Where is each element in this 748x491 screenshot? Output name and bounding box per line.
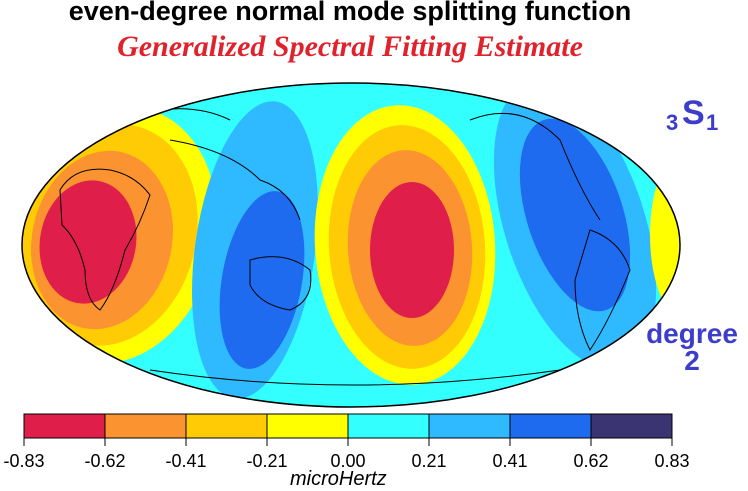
contour-americas-core: [519, 118, 631, 312]
colorbar-tick-label: 0.00: [330, 451, 366, 471]
colorbar-tick-label: 0.62: [573, 451, 609, 471]
map-subtitle: Generalized Spectral Fitting Estimate: [117, 30, 583, 63]
coastline-asia: [169, 139, 301, 221]
colorbar-ticks: [23, 438, 673, 446]
coastlines: [59, 108, 631, 386]
mode-label: 3 S 1: [666, 94, 746, 136]
map-contours: [22, 83, 680, 407]
colorbar-tick-label: -0.83: [3, 451, 45, 471]
colorbar-tick-label: -0.41: [165, 451, 207, 471]
mode-degree-index: 1: [706, 110, 719, 135]
mode-overtone: 3: [666, 110, 679, 135]
colorbar-tick-label: 0.41: [492, 451, 528, 471]
colorbar-tick-label: 0.21: [411, 451, 447, 471]
splitting-function-map: [21, 82, 681, 408]
colorbar-tick-label: 0.83: [654, 451, 690, 471]
mode-letter: S: [682, 94, 705, 132]
colorbar-cell: [347, 413, 430, 439]
colorbar-cell: [23, 413, 106, 439]
colorbar-cells: [23, 413, 673, 439]
colorbar-cell: [266, 413, 349, 439]
map-title: even-degree normal mode splitting functi…: [68, 0, 632, 26]
contour-indian-core: [219, 191, 305, 369]
contour-africa-core: [39, 180, 137, 304]
coastline-antarctica: [149, 369, 561, 386]
colorbar-cell: [185, 413, 268, 439]
colorbar-tick-label: -0.21: [246, 451, 288, 471]
globe-outline: [21, 82, 681, 408]
colorbar-cell: [590, 413, 673, 439]
colorbar-cell: [428, 413, 511, 439]
coastline-north-america: [469, 112, 601, 221]
coastline-australia: [249, 256, 312, 311]
colorbar-unit: microHertz: [290, 468, 387, 490]
contour-pacific-core: [370, 182, 454, 318]
degree-value: 2: [684, 345, 700, 376]
colorbar-cell: [509, 413, 592, 439]
colorbar-tick-label: -0.62: [84, 451, 126, 471]
coastline-africa: [59, 168, 151, 311]
coastline-south-america: [574, 229, 631, 351]
degree-word: degree: [646, 318, 738, 349]
degree-label: degree 2: [636, 318, 748, 376]
colorbar-cell: [104, 413, 187, 439]
